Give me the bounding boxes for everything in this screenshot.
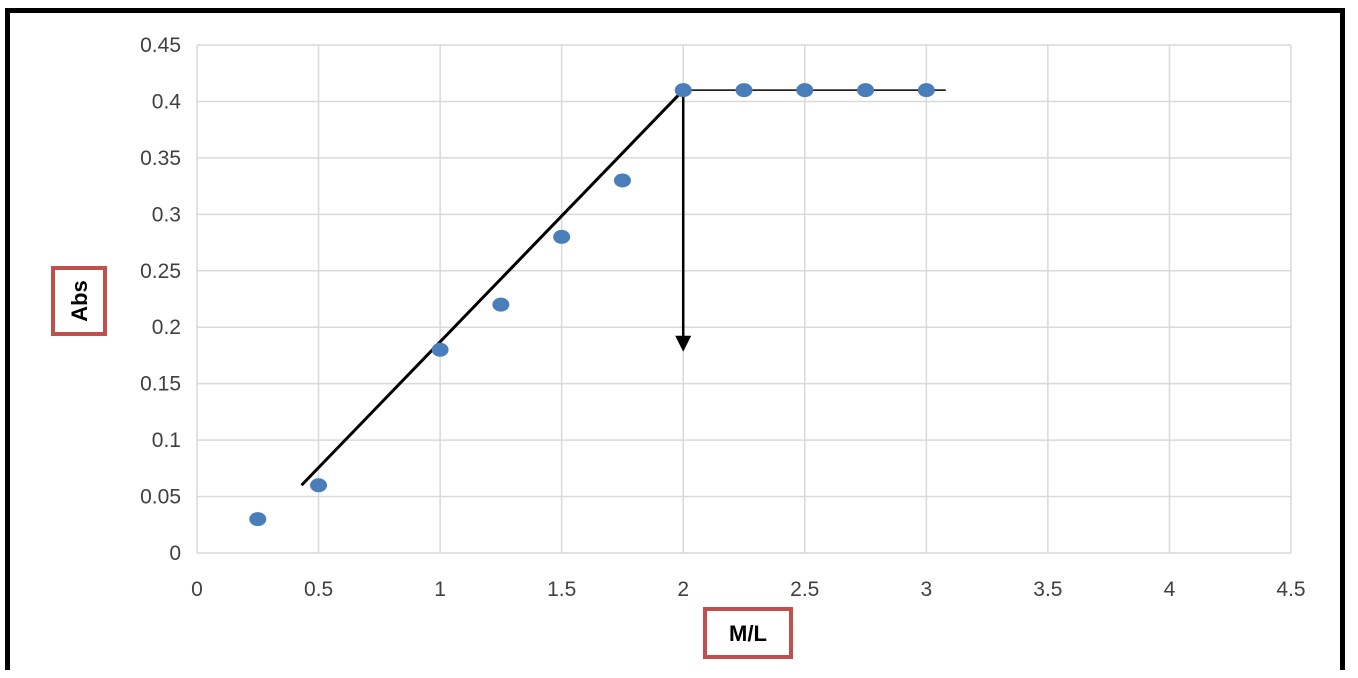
x-tick-label: 0 — [191, 578, 203, 601]
data-point — [613, 173, 631, 188]
x-tick-label: 2.5 — [790, 578, 819, 601]
data-point — [917, 83, 935, 98]
y-axis-title-box: Abs — [51, 266, 107, 336]
x-tick-label: 2 — [677, 578, 689, 601]
scatter-chart: 0 0.5 1 1.5 2 2.5 3 3.5 4 4.5 0 0.05 0.1 0.15 0.2 0.25… — [51, 34, 1306, 659]
x-tick-label: 1 — [434, 578, 446, 601]
y-tick-label: 0.2 — [152, 316, 181, 339]
x-axis-title-box: M/L — [703, 607, 793, 659]
y-axis-title-border — [51, 266, 107, 336]
arrow-head — [675, 335, 692, 352]
data-point — [431, 342, 449, 357]
y-tick-label: 0.15 — [140, 373, 181, 396]
x-axis-title-border — [703, 607, 793, 659]
data-point — [857, 83, 875, 98]
data-point — [553, 229, 571, 244]
x-tick-labels: 0 0.5 1 1.5 2 2.5 3 3.5 4 4.5 — [191, 578, 1305, 601]
x-tick-label: 1.5 — [547, 578, 576, 601]
x-axis-title: M/L — [729, 621, 767, 646]
y-tick-label: 0.3 — [152, 203, 181, 226]
grid-lines — [196, 44, 1292, 554]
x-tick-label: 3 — [920, 578, 932, 601]
chart-frame: 0 0.5 1 1.5 2 2.5 3 3.5 4 4.5 0 0.05 0.1 0.15 0.2 0.25… — [5, 8, 1345, 670]
y-tick-label: 0.35 — [140, 147, 181, 170]
x-tick-label: 0.5 — [304, 578, 333, 601]
y-tick-label: 0.1 — [152, 429, 181, 452]
data-point — [310, 478, 328, 493]
y-tick-label: 0.05 — [140, 486, 181, 509]
y-tick-labels: 0 0.05 0.1 0.15 0.2 0.25 0.3 0.35 0.4 0.45 — [140, 34, 181, 565]
y-tick-label: 0 — [169, 542, 181, 565]
fit-line-rising — [300, 89, 685, 487]
y-tick-label: 0.25 — [140, 260, 181, 283]
data-point — [674, 83, 692, 98]
x-tick-label: 3.5 — [1033, 578, 1062, 601]
x-tick-label: 4 — [1164, 578, 1176, 601]
y-tick-label: 0.4 — [152, 90, 182, 113]
annotation-lines — [300, 89, 946, 487]
data-point — [735, 83, 753, 98]
data-point — [249, 512, 267, 527]
data-point — [492, 297, 510, 312]
data-point — [796, 83, 814, 98]
y-tick-label: 0.45 — [140, 34, 181, 57]
x-tick-label: 4.5 — [1276, 578, 1305, 601]
y-axis-title: Abs — [67, 280, 92, 322]
data-points — [249, 83, 935, 527]
